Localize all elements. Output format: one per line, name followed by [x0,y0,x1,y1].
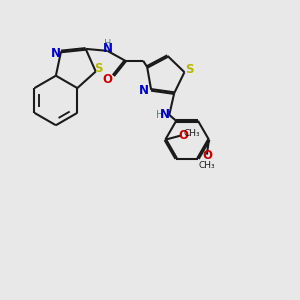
Text: N: N [139,84,149,98]
Text: N: N [160,108,170,122]
Text: N: N [51,47,61,60]
Text: N: N [103,42,112,56]
Text: O: O [103,73,112,86]
Text: O: O [202,149,212,162]
Text: H: H [104,39,111,49]
Text: S: S [94,62,103,75]
Text: S: S [185,63,194,76]
Text: CH₃: CH₃ [184,129,200,138]
Text: CH₃: CH₃ [199,161,215,170]
Text: O: O [178,129,188,142]
Text: H: H [156,110,163,120]
